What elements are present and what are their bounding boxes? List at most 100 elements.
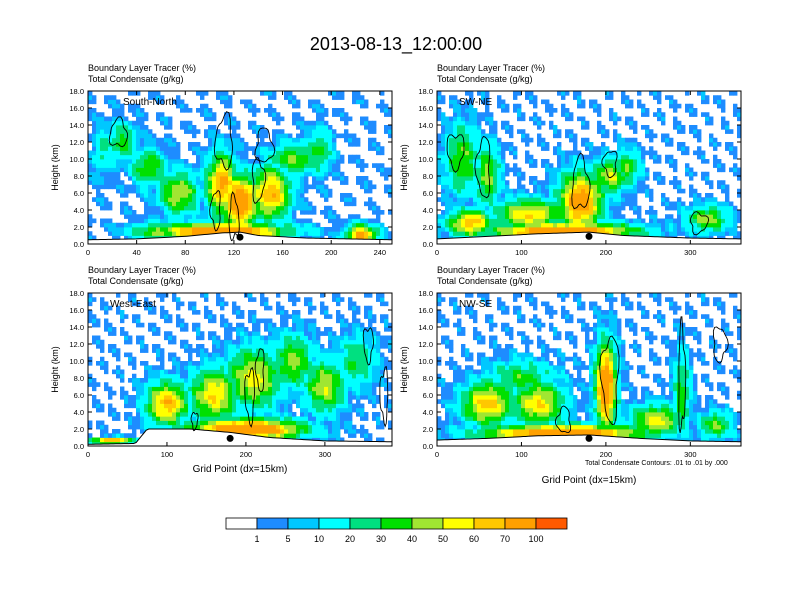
- tracer-cell: [653, 231, 658, 236]
- tracer-cell: [324, 133, 329, 139]
- tracer-cell: [517, 214, 522, 219]
- tracer-cell: [208, 378, 213, 383]
- tracer-cell: [160, 188, 165, 194]
- tracer-cell: [316, 99, 321, 105]
- tracer-cell: [477, 163, 482, 168]
- tracer-cell: [176, 176, 181, 181]
- tracer-cell: [689, 108, 694, 113]
- tracer-cell: [593, 218, 598, 224]
- tracer-cell: [164, 188, 169, 194]
- tracer-cell: [232, 412, 237, 417]
- tracer-cell: [264, 142, 269, 147]
- tracer-cell: [144, 193, 149, 198]
- tracer-cell: [144, 416, 149, 421]
- tracer-cell: [537, 137, 542, 143]
- tracer-cell: [501, 218, 506, 224]
- tracer-cell: [324, 193, 329, 198]
- tracer-cell: [224, 99, 229, 105]
- y-tick-label: 14.0: [418, 121, 433, 130]
- tracer-cell: [701, 231, 706, 236]
- tracer-cell: [176, 314, 181, 319]
- tracer-cell: [260, 201, 265, 207]
- tracer-cell: [609, 171, 614, 177]
- tracer-cell: [553, 133, 558, 139]
- tracer-cell: [244, 188, 249, 194]
- tracer-cell: [248, 378, 253, 383]
- tracer-cell: [481, 184, 486, 190]
- tracer-cell: [300, 188, 305, 194]
- tracer-cell: [260, 184, 265, 190]
- tracer-cell: [505, 103, 510, 109]
- tracer-cell: [356, 142, 361, 147]
- tracer-cell: [156, 197, 161, 202]
- tracer-cell: [461, 218, 466, 224]
- tracer-cell: [244, 369, 249, 375]
- tracer-cell: [128, 188, 133, 194]
- tracer-cell: [597, 129, 602, 134]
- tracer-cell: [184, 227, 189, 232]
- tracer-cell: [252, 399, 257, 404]
- tracer-cell: [465, 112, 470, 117]
- tracer-cell: [481, 180, 486, 185]
- tracer-cell: [188, 348, 193, 353]
- tracer-cell: [112, 227, 117, 232]
- tracer-cell: [545, 218, 550, 224]
- tracer-cell: [661, 231, 666, 236]
- tracer-cell: [497, 227, 502, 232]
- tracer-cell: [525, 205, 530, 211]
- tracer-cell: [104, 382, 109, 387]
- tracer-cell: [192, 378, 197, 383]
- tracer-cell: [621, 193, 626, 198]
- tracer-cell: [380, 163, 385, 168]
- tracer-cell: [557, 214, 562, 219]
- tracer-cell: [256, 386, 261, 392]
- tracer-cell: [545, 205, 550, 211]
- tracer-cell: [308, 146, 313, 151]
- tracer-cell: [92, 125, 97, 130]
- tracer-cell: [192, 129, 197, 134]
- tracer-cell: [709, 201, 714, 207]
- tracer-cell: [168, 180, 173, 185]
- tracer-cell: [376, 142, 381, 147]
- tracer-cell: [513, 193, 518, 198]
- tracer-cell: [316, 159, 321, 164]
- tracer-cell: [497, 163, 502, 168]
- tracer-cell: [501, 146, 506, 151]
- tracer-cell: [288, 142, 293, 147]
- tracer-cell: [204, 424, 209, 430]
- tracer-cell: [120, 437, 125, 443]
- tracer-cell: [449, 103, 454, 109]
- tracer-cell: [625, 159, 630, 164]
- tracer-cell: [661, 176, 666, 181]
- tracer-cell: [120, 318, 125, 324]
- tracer-cell: [204, 390, 209, 396]
- tracer-cell: [180, 180, 185, 185]
- tracer-cell: [224, 344, 229, 349]
- tracer-cell: [276, 120, 281, 126]
- tracer-cell: [689, 188, 694, 194]
- tracer-cell: [252, 361, 257, 366]
- tracer-cell: [388, 171, 392, 177]
- tracer-cell: [617, 184, 622, 190]
- tracer-cell: [621, 176, 626, 181]
- tracer-cell: [92, 146, 97, 151]
- tracer-cell: [112, 352, 117, 358]
- tracer-cell: [232, 214, 237, 219]
- tracer-cell: [573, 167, 578, 173]
- tracer-cell: [256, 403, 261, 409]
- tracer-cell: [92, 176, 97, 181]
- tracer-cell: [148, 154, 153, 160]
- tracer-cell: [244, 331, 249, 336]
- tracer-cell: [372, 222, 377, 228]
- tracer-cell: [172, 339, 177, 345]
- tracer-cell: [296, 103, 301, 109]
- tracer-cell: [288, 184, 293, 190]
- tracer-cell: [665, 231, 670, 236]
- tracer-cell: [152, 197, 157, 202]
- tracer-cell: [148, 193, 153, 198]
- tracer-cell: [176, 297, 181, 302]
- tracer-cell: [384, 176, 389, 181]
- tracer-cell: [200, 167, 205, 173]
- tracer-cell: [593, 222, 598, 228]
- tracer-cell: [505, 142, 510, 147]
